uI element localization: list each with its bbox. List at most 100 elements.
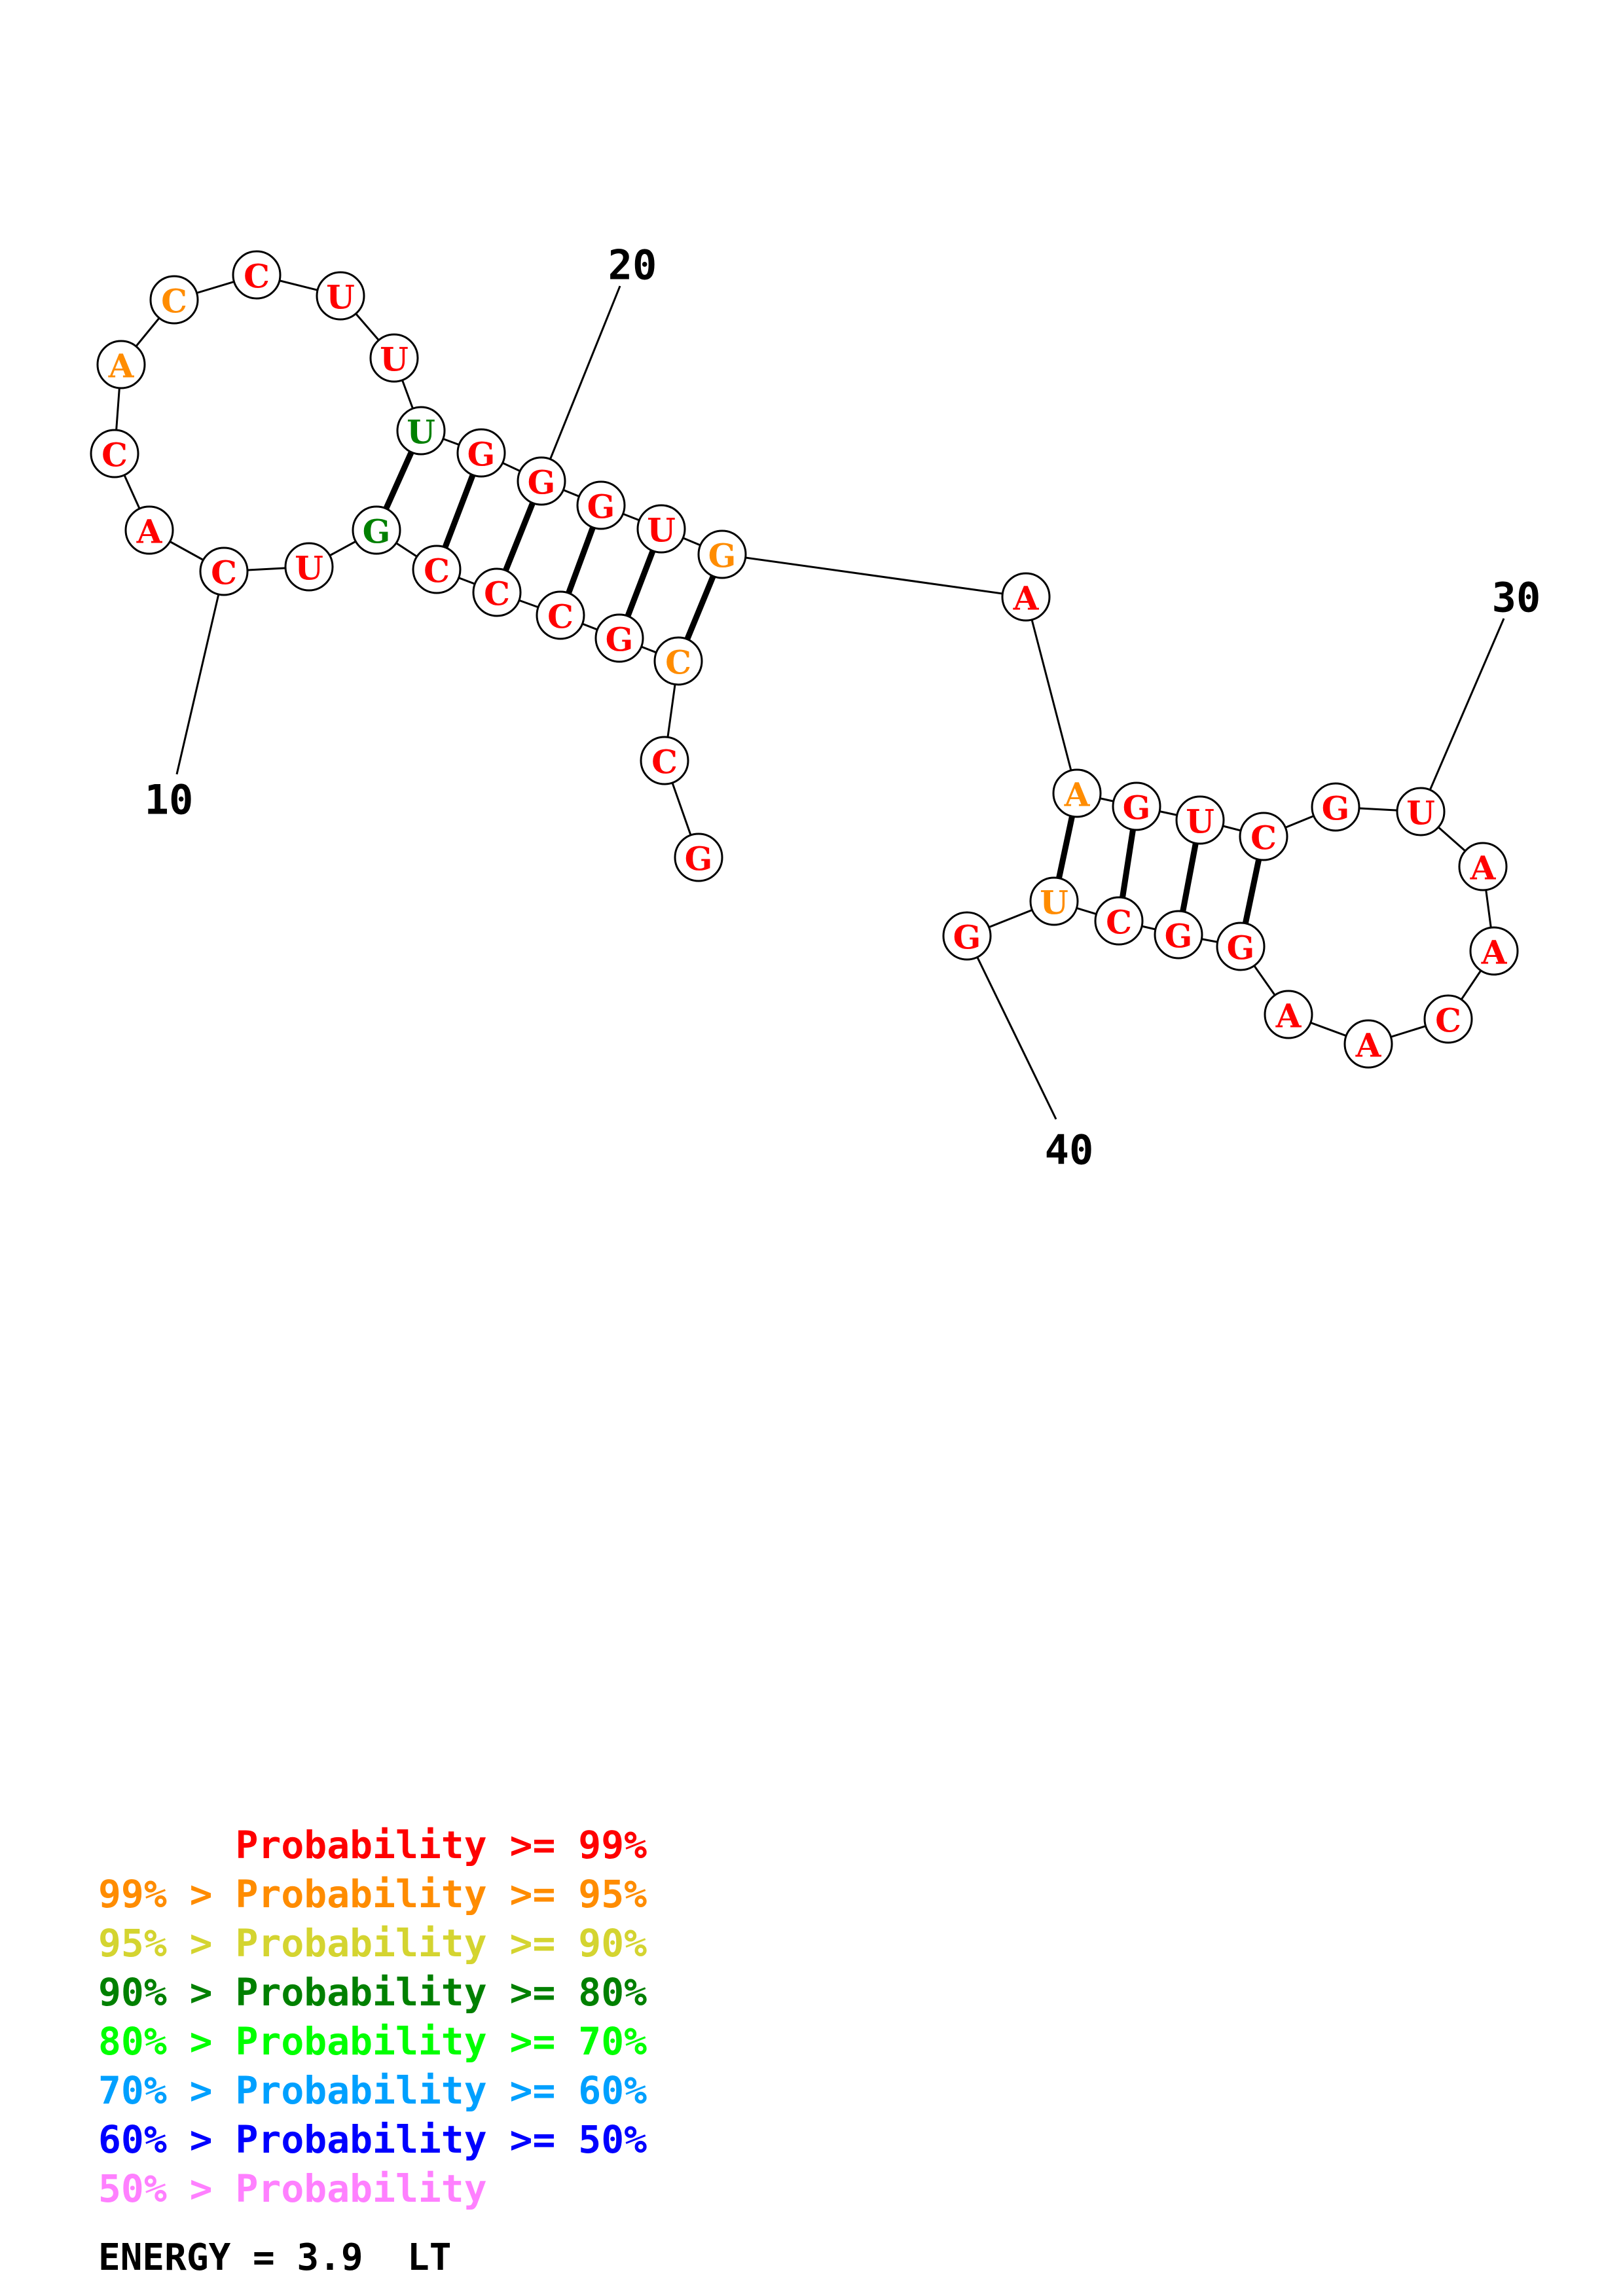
nucleotide-letter: U	[647, 511, 676, 550]
legend-line-5: 80% > Probability >= 70%	[98, 2019, 647, 2064]
base-pair-bond	[625, 550, 656, 617]
nucleotide-letter: U	[1406, 794, 1435, 833]
nucleotide-31: A	[1458, 842, 1508, 891]
base-pair-bond	[1120, 829, 1136, 899]
base-pair-bonds	[383, 451, 1262, 924]
nucleotide-circle	[1175, 795, 1225, 845]
nucleotide-circle	[640, 736, 689, 785]
nucleotide-27: U	[1175, 795, 1225, 845]
position-labels: 10 20 30 40	[145, 242, 1541, 1174]
nucleotide-13: A	[96, 340, 146, 389]
nucleotide-circle	[1458, 842, 1508, 891]
position-label-40: 40	[1045, 1126, 1094, 1174]
nucleotide-circle	[636, 504, 686, 554]
nucleotide-letter: C	[1106, 903, 1132, 942]
nucleotide-circle	[1423, 994, 1473, 1044]
nucleotide-letter: C	[211, 554, 237, 592]
nucleotide-circle	[412, 545, 462, 594]
nucleotide-37: G	[1154, 910, 1203, 960]
nucleotide-5: C	[536, 590, 585, 640]
nucleotide-circle	[674, 833, 723, 882]
nucleotide-letter: C	[101, 436, 128, 475]
nucleotide-letter: G	[1227, 929, 1255, 967]
base-pair-bond	[1056, 816, 1075, 879]
nucleotide-24: A	[1001, 572, 1051, 622]
nucleotide-40: G	[942, 911, 992, 961]
nucleotide-circle	[199, 547, 249, 596]
nucleotide-33: C	[1423, 994, 1473, 1044]
nucleotide-12: C	[90, 429, 139, 478]
nucleotide-letter: G	[1322, 789, 1350, 828]
nucleotide-letter: C	[1435, 1001, 1461, 1040]
nucleotide-23: G	[697, 529, 747, 579]
position-label-10: 10	[145, 776, 194, 824]
backbone	[113, 274, 1495, 1045]
nucleotide-letter: C	[424, 552, 450, 590]
nucleotide-9: U	[284, 542, 334, 592]
nucleotide-17: U	[369, 333, 419, 383]
nucleotide-letter: G	[467, 435, 496, 474]
nucleotide-circle	[1094, 896, 1144, 946]
nucleotide-circle	[1264, 990, 1313, 1039]
nucleotide-circle	[124, 505, 174, 555]
nucleotide-29: G	[1311, 782, 1360, 832]
nucleotide-letter: A	[1275, 997, 1302, 1035]
nucleotide-28: C	[1239, 812, 1288, 861]
nucleotide-22: U	[636, 504, 686, 554]
nucleotide-20: G	[517, 456, 566, 506]
legend-line-4: 90% > Probability >= 80%	[98, 1970, 647, 2015]
nucleotide-15: C	[232, 250, 282, 300]
nucleotide-letter: G	[587, 488, 615, 526]
nucleotide-8: G	[352, 505, 401, 555]
nucleotide-letter: A	[1064, 776, 1091, 814]
energy-readout: ENERGY = 3.9 LT	[98, 2236, 452, 2279]
nucleotide-letter: A	[1013, 579, 1040, 618]
nucleotide-6: C	[472, 567, 522, 617]
position-tick-20	[549, 285, 621, 460]
base-pair-bond	[503, 501, 536, 572]
nucleotide-letter: A	[1481, 933, 1508, 972]
nucleotide-circle	[1216, 922, 1266, 971]
legend-line-6: 70% > Probability >= 60%	[98, 2068, 647, 2113]
nucleotide-3: C	[653, 636, 703, 686]
base-pair-bond	[1242, 859, 1262, 924]
nucleotide-circle	[1469, 926, 1519, 976]
nucleotide-letter: C	[651, 743, 678, 781]
nucleotide-18: U	[396, 406, 446, 456]
base-pair-bond	[684, 575, 716, 641]
nucleotide-circle	[594, 613, 644, 663]
nucleotide-letter: G	[953, 918, 981, 957]
nucleotide-1: G	[674, 833, 723, 882]
nucleotide-circle	[1154, 910, 1203, 960]
base-pair-bond	[566, 526, 596, 594]
legend-line-8: 50% > Probability	[98, 2166, 487, 2211]
nucleotide-letter: G	[1123, 789, 1151, 827]
backbone-segment	[721, 553, 1027, 598]
nucleotide-25: A	[1052, 768, 1102, 818]
base-pair-bond	[383, 451, 414, 510]
nucleotide-circle	[456, 428, 506, 478]
nucleotide-36: G	[1216, 922, 1266, 971]
nucleotide-letter: G	[708, 537, 737, 575]
nucleotide-letter: U	[326, 278, 355, 317]
position-label-20: 20	[608, 242, 657, 289]
nucleotide-circle	[697, 529, 747, 579]
nucleotide-circle	[232, 250, 282, 300]
nucleotide-2: C	[640, 736, 689, 785]
nucleotide-21: G	[576, 480, 626, 530]
nucleotide-circle	[1343, 1019, 1393, 1069]
nucleotide-letter: A	[1355, 1026, 1382, 1065]
nucleotide-circle	[396, 406, 446, 456]
nucleotide-39: U	[1029, 876, 1079, 926]
nucleotide-letter: G	[1165, 917, 1193, 956]
nucleotide-circle	[472, 567, 522, 617]
position-ticks	[175, 285, 1505, 1120]
nucleotide-14: C	[149, 275, 199, 325]
nucleotide-32: A	[1469, 926, 1519, 976]
nucleotide-35: A	[1264, 990, 1313, 1039]
position-label-30: 30	[1492, 574, 1541, 622]
nucleotide-circle	[316, 271, 365, 321]
nucleotide-circle	[653, 636, 703, 686]
